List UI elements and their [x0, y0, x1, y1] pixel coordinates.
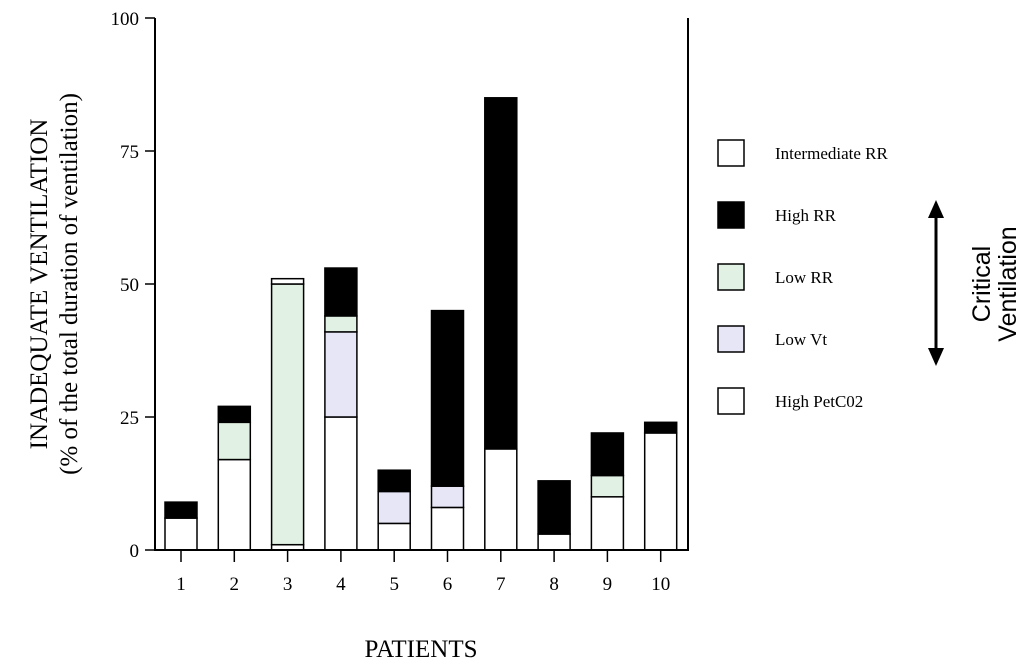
y-axis-title: INADEQUATE VENTILATION (% of the total d… [26, 93, 83, 475]
legend-label-high-petc02: High PetC02 [775, 392, 863, 411]
legend-swatch-intermediate-rr [717, 139, 745, 167]
bar-segment-7-high-petc02 [484, 448, 518, 551]
legend-label-high-rr: High RR [775, 206, 837, 225]
bar-segment-9-low-rr [590, 474, 625, 498]
legend-label-intermediate-rr: Intermediate RR [775, 144, 888, 163]
bar-segment-5-low-vt [377, 490, 411, 525]
x-tick-label-8: 8 [549, 574, 559, 595]
arrow-up-icon [928, 200, 944, 218]
bar-segment-10-high-rr [643, 421, 678, 434]
bar-segment-5-high-petc02 [377, 522, 411, 551]
bar-segment-3-intermediate-rr [270, 277, 305, 285]
arrow-down-icon [928, 348, 944, 366]
bar-segment-7-high-rr [484, 97, 518, 450]
bar-segment-6-high-rr [430, 309, 465, 487]
bar-segment-1-high-rr [164, 501, 198, 519]
legend: Intermediate RR High RR Low RR Low Vt High P… [717, 139, 888, 415]
legend-label-low-vt: Low Vt [775, 330, 827, 349]
legend-label-low-rr: Low RR [775, 268, 834, 287]
bar-segment-8-high-petc02 [537, 533, 571, 551]
x-tick-label-5: 5 [389, 574, 399, 595]
y-tick-label-75: 75 [120, 142, 139, 163]
y-tick-label-25: 25 [120, 408, 139, 429]
bar-segment-6-low-vt [430, 485, 465, 509]
x-axis-title: PATIENTS [365, 636, 478, 663]
bar-segment-2-high-petc02 [217, 458, 252, 551]
bar-segment-5-high-rr [377, 469, 411, 493]
legend-swatch-low-rr [717, 263, 745, 291]
annotation-line-2: Ventilation [994, 226, 1022, 341]
bar-segment-2-high-rr [217, 405, 252, 424]
bar-segment-9-high-rr [590, 432, 625, 477]
y-axis-title-line-2: (% of the total duration of ventilation) [56, 93, 83, 475]
x-tick-label-7: 7 [496, 574, 506, 595]
critical-ventilation-annotation: Critical Ventilation [928, 200, 1022, 366]
legend-swatch-high-petc02 [717, 387, 745, 415]
x-tick-label-6: 6 [443, 574, 453, 595]
x-tick-label-9: 9 [603, 574, 613, 595]
bars [164, 97, 678, 551]
bar-segment-4-high-petc02 [324, 416, 358, 551]
bar-segment-9-high-petc02 [590, 496, 625, 551]
bar-segment-2-low-rr [217, 421, 252, 461]
y-tick-label-50: 50 [120, 275, 139, 296]
legend-swatch-low-vt [717, 325, 745, 353]
x-tick-label-1: 1 [176, 574, 186, 595]
axes: 0 25 50 75 100 1 2 3 4 5 6 7 8 9 10 [111, 9, 689, 595]
y-tick-label-0: 0 [130, 541, 140, 562]
legend-swatch-high-rr [717, 201, 745, 229]
x-tick-label-3: 3 [283, 574, 293, 595]
bar-segment-4-high-rr [324, 267, 358, 317]
x-tick-label-10: 10 [651, 574, 670, 595]
x-tick-label-2: 2 [230, 574, 240, 595]
x-tick-label-4: 4 [336, 574, 346, 595]
bar-segment-1-high-petc02 [164, 517, 198, 551]
bar-segment-4-low-vt [324, 331, 358, 418]
y-tick-label-100: 100 [111, 9, 140, 30]
bar-segment-8-high-rr [537, 480, 571, 535]
bar-segment-10-high-petc02 [643, 432, 678, 551]
bar-segment-3-low-rr [270, 283, 305, 546]
bar-segment-6-high-petc02 [430, 506, 465, 551]
y-axis-title-line-1: INADEQUATE VENTILATION [26, 119, 53, 450]
annotation-line-1: Critical [968, 246, 996, 322]
bar-segment-4-low-rr [324, 315, 358, 333]
